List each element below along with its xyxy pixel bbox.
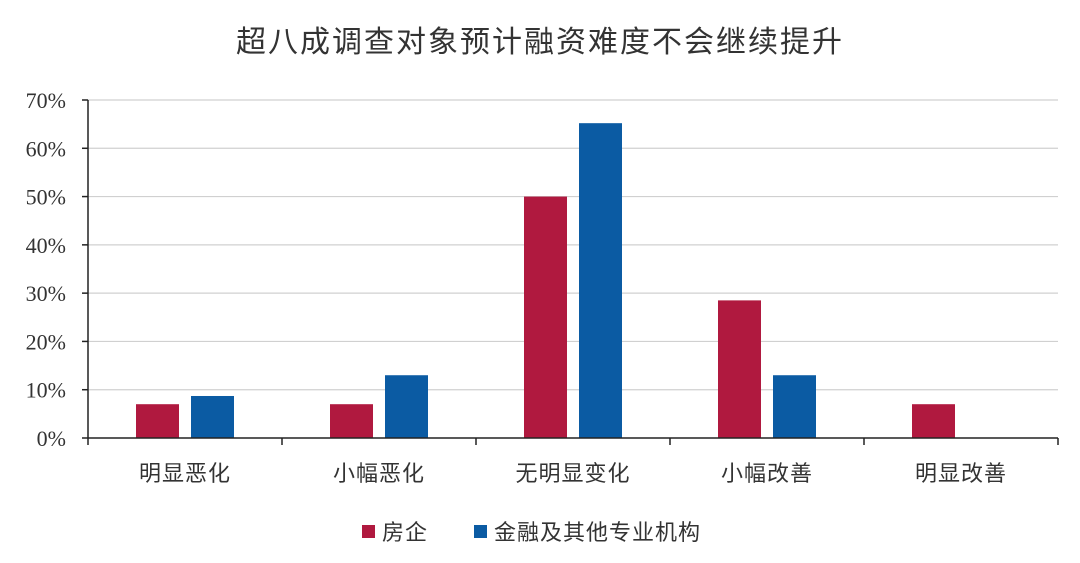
legend-swatch bbox=[474, 525, 487, 538]
legend-label: 房企 bbox=[382, 521, 428, 546]
x-tick-label: 小幅改善 bbox=[721, 462, 813, 487]
gridlines bbox=[88, 99, 1058, 391]
legend-swatch bbox=[362, 525, 375, 538]
y-tick-label: 30% bbox=[26, 281, 66, 306]
bars bbox=[136, 123, 955, 439]
y-tick-label: 70% bbox=[26, 88, 66, 113]
x-tick-label: 小幅恶化 bbox=[333, 462, 425, 487]
x-tick-label: 明显改善 bbox=[915, 462, 1007, 487]
bar-real-estate bbox=[524, 196, 567, 438]
y-tick-label: 10% bbox=[26, 378, 66, 403]
x-tick-label: 无明显变化 bbox=[515, 462, 630, 487]
bar-financial bbox=[191, 395, 234, 438]
y-tick-label: 60% bbox=[26, 136, 66, 161]
bar-real-estate bbox=[330, 404, 373, 438]
chart-title: 超八成调查对象预计融资难度不会继续提升 bbox=[236, 25, 844, 60]
y-tick-label: 0% bbox=[37, 426, 66, 451]
x-axis bbox=[82, 99, 1059, 445]
legend-label: 金融及其他专业机构 bbox=[494, 521, 701, 546]
bar-financial bbox=[385, 375, 428, 438]
y-tick-label: 40% bbox=[26, 233, 66, 258]
x-tick-label: 明显恶化 bbox=[139, 462, 231, 487]
bar-financial bbox=[579, 123, 622, 439]
bar-financial bbox=[773, 375, 816, 438]
y-tick-label: 50% bbox=[26, 185, 66, 210]
legend: 房企 金融及其他专业机构 bbox=[362, 521, 701, 546]
bar-real-estate bbox=[136, 404, 179, 438]
y-axis-ticks: 0% 10% 20% 30% 40% 50% 60% 70% bbox=[26, 88, 66, 451]
y-tick-label: 20% bbox=[26, 329, 66, 354]
x-axis-ticks: 明显恶化 小幅恶化 无明显变化 小幅改善 明显改善 bbox=[139, 462, 1007, 487]
bar-real-estate bbox=[912, 404, 955, 438]
bar-real-estate bbox=[718, 300, 761, 438]
